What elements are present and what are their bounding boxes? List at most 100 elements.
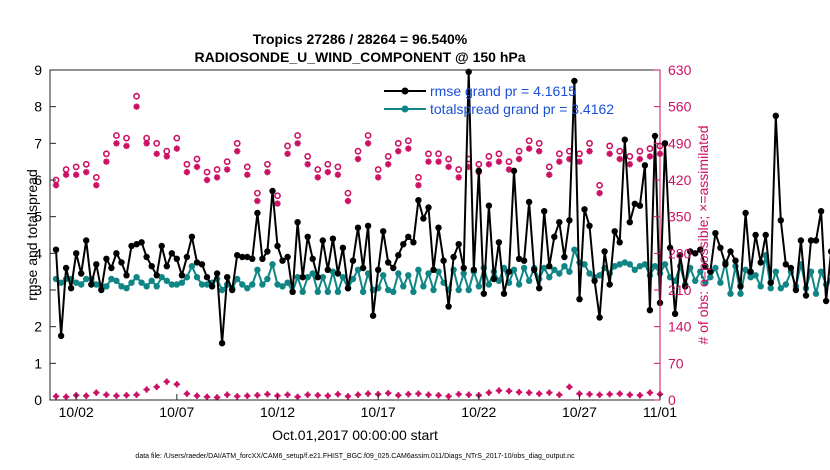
totalspread-point: [158, 274, 165, 281]
rmse-point: [133, 241, 140, 248]
legend-spread-label: totalspread grand pr = 3.4162: [430, 101, 614, 117]
totalspread-point: [93, 281, 100, 288]
totalspread-point: [380, 272, 387, 279]
obs-bottom-marker: [113, 392, 120, 400]
rmse-point: [671, 310, 679, 317]
obs-possible-marker: [123, 134, 130, 142]
rmse-point: [385, 259, 392, 266]
obs-bottom-marker: [244, 392, 251, 400]
rmse-point: [309, 255, 316, 262]
rmse-point: [727, 248, 734, 255]
rmse-point: [702, 263, 709, 270]
rmse-point: [269, 187, 276, 195]
rmse-point: [249, 255, 256, 262]
totalspread-point: [385, 286, 392, 294]
rmse-point: [762, 231, 769, 239]
totalspread-point: [717, 279, 724, 286]
obs-assimilated-marker: [515, 155, 523, 163]
rmse-point: [138, 239, 145, 246]
obs-bottom-marker: [546, 389, 553, 396]
obs-assimilated-marker: [83, 168, 90, 176]
obs-bottom-marker: [515, 388, 523, 396]
obs-assimilated-marker: [536, 147, 543, 155]
totalspread-point: [57, 279, 65, 286]
x-tick-label: 10/07: [159, 404, 194, 420]
obs-assimilated-marker: [274, 200, 281, 207]
obs-possible-marker: [596, 181, 604, 189]
rmse-point: [767, 279, 774, 286]
obs-assimilated-marker: [203, 176, 211, 184]
obs-bottom-marker: [586, 391, 593, 398]
rmse-point: [525, 198, 533, 206]
rmse-point: [661, 140, 669, 147]
obs-assimilated-marker: [415, 182, 422, 189]
obs-possible-marker: [344, 189, 352, 197]
obs-assimilated-marker: [113, 140, 120, 147]
totalspread-point: [611, 263, 618, 270]
rmse-point: [505, 268, 513, 275]
rmse-point: [541, 208, 548, 215]
rmse-point: [616, 239, 623, 246]
x-tick-label: 10/27: [562, 404, 597, 420]
obs-possible-marker: [92, 173, 100, 181]
totalspread-point: [812, 290, 820, 297]
rmse-point: [369, 312, 377, 319]
rmse-point: [707, 268, 714, 275]
obs-assimilated-marker: [485, 161, 493, 168]
totalspread-point: [510, 266, 518, 273]
legend: rmse grand pr = 4.1615 totalspread grand…: [384, 83, 614, 117]
y-left-tick-label: 8: [34, 99, 42, 115]
obs-bottom-marker: [203, 393, 211, 401]
totalspread-point: [123, 285, 130, 292]
legend-spread-marker: [401, 105, 409, 113]
obs-bottom-marker: [183, 390, 191, 397]
obs-bottom-marker: [163, 378, 170, 385]
rmse-point: [651, 132, 659, 140]
rmse-point: [626, 219, 633, 226]
obs-assimilated-marker: [405, 145, 412, 152]
rmse-point: [108, 264, 115, 272]
totalspread-point: [349, 275, 357, 283]
totalspread-point: [128, 279, 135, 286]
obs-possible-marker: [243, 163, 251, 171]
rmse-point: [586, 222, 593, 229]
y-right-tick-label: 420: [668, 172, 692, 188]
rmse-point: [415, 197, 422, 204]
rmse-point: [279, 257, 286, 264]
rmse-point: [556, 219, 563, 226]
obs-possible-marker: [485, 153, 493, 160]
series-lines: [52, 68, 830, 347]
rmse-point: [440, 257, 447, 264]
rmse-point: [551, 233, 558, 240]
rmse-point: [676, 252, 684, 259]
rmse-point: [364, 222, 372, 229]
totalspread-point: [329, 268, 337, 275]
obs-assimilated-marker: [445, 163, 452, 171]
obs-possible-marker: [334, 163, 342, 171]
totalspread-point: [631, 266, 638, 273]
rmse-point: [113, 250, 120, 257]
y-right-tick-label: 140: [668, 319, 692, 335]
obs-bottom-marker: [485, 389, 493, 396]
totalspread-point: [73, 279, 80, 286]
obs-possible-marker: [555, 150, 563, 158]
right-axis: 0 70 140 210 280 350 420 490 560 630: [654, 62, 692, 408]
totalspread-point: [324, 288, 331, 295]
totalspread-point: [138, 279, 145, 286]
obs-possible-marker: [72, 163, 80, 171]
obs-possible-marker: [294, 132, 302, 139]
totalspread-point: [294, 274, 301, 281]
obs-assimilated-marker: [364, 140, 372, 147]
obs-bottom-marker: [435, 392, 442, 399]
obs-possible-marker: [213, 166, 221, 173]
totalspread-point: [284, 279, 291, 286]
obs-bottom-marker: [314, 392, 321, 399]
rmse-point: [460, 264, 467, 272]
obs-bottom-marker: [425, 391, 432, 398]
obs-assimilated-marker: [495, 158, 503, 165]
obs-bottom-marker: [505, 387, 513, 395]
obs-assimilated-marker: [324, 168, 332, 176]
totalspread-point: [354, 266, 362, 273]
obs-possible-marker: [324, 160, 332, 168]
rmse-point: [817, 208, 825, 215]
